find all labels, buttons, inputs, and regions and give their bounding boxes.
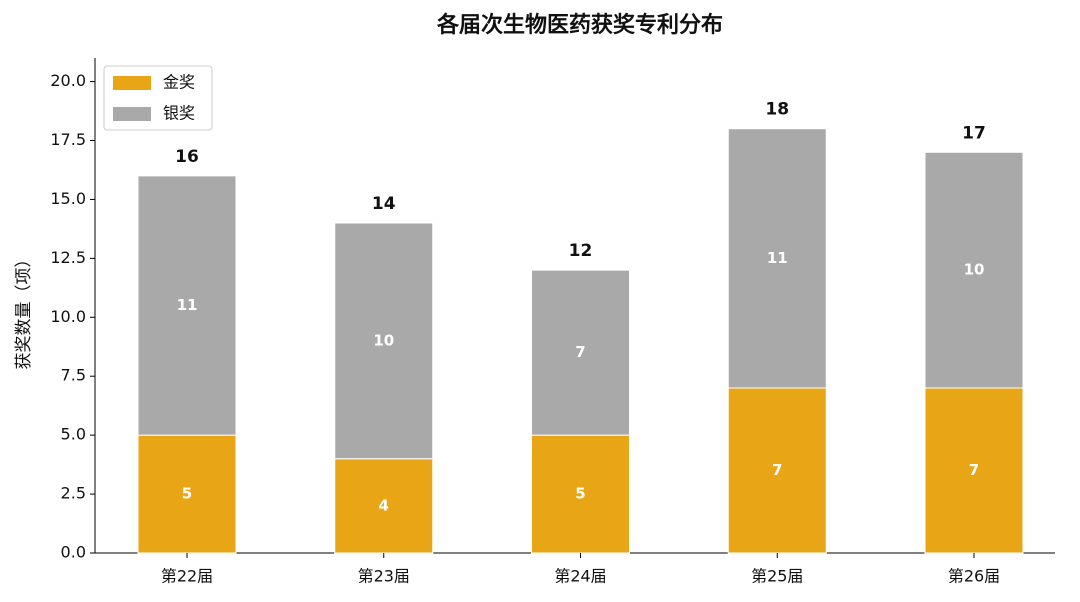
total-label: 16 xyxy=(175,147,199,167)
value-label: 4 xyxy=(379,496,389,514)
value-label: 7 xyxy=(772,461,782,479)
y-tick-label: 17.5 xyxy=(50,130,86,149)
bar-segment xyxy=(531,269,630,436)
value-label: 11 xyxy=(767,249,788,267)
y-tick-label: 0.0 xyxy=(61,543,86,562)
x-tick-label: 第25届 xyxy=(751,567,803,586)
legend-label: 金奖 xyxy=(163,73,195,92)
y-tick-label: 12.5 xyxy=(50,248,86,267)
bar-segment xyxy=(531,434,630,554)
y-tick-label: 10.0 xyxy=(50,307,86,326)
legend-swatch xyxy=(113,76,151,90)
total-label: 17 xyxy=(962,123,986,143)
value-label: 11 xyxy=(177,296,198,314)
total-label: 12 xyxy=(569,241,593,261)
legend-swatch xyxy=(113,107,151,121)
bar-segment xyxy=(334,222,434,460)
y-tick-label: 15.0 xyxy=(50,189,86,208)
bar-segment xyxy=(924,387,1024,554)
bar-segment xyxy=(924,151,1024,389)
value-label: 10 xyxy=(373,331,394,349)
chart-title: 各届次生物医药获奖专利分布 xyxy=(436,12,723,38)
bar-segment xyxy=(727,128,827,389)
y-tick-label: 5.0 xyxy=(61,425,86,444)
legend-label: 银奖 xyxy=(163,104,195,123)
bar-segment xyxy=(727,387,827,554)
y-tick-label: 2.5 xyxy=(61,484,86,503)
value-label: 10 xyxy=(964,261,985,279)
x-tick-label: 第24届 xyxy=(554,567,606,586)
total-label: 18 xyxy=(765,100,789,120)
total-label: 14 xyxy=(372,194,396,214)
y-tick-label: 20.0 xyxy=(50,71,86,90)
bar-segment xyxy=(137,175,237,436)
y-axis-label: 获奖数量（项） xyxy=(14,251,34,370)
x-tick-label: 第22届 xyxy=(161,567,213,586)
value-label: 5 xyxy=(182,485,192,503)
value-label: 5 xyxy=(575,485,585,503)
x-tick-label: 第23届 xyxy=(358,567,410,586)
value-label: 7 xyxy=(575,343,585,361)
y-tick-label: 7.5 xyxy=(61,366,86,385)
x-tick-label: 第26届 xyxy=(948,567,1000,586)
value-label: 7 xyxy=(969,461,979,479)
bar-segment xyxy=(137,434,237,554)
